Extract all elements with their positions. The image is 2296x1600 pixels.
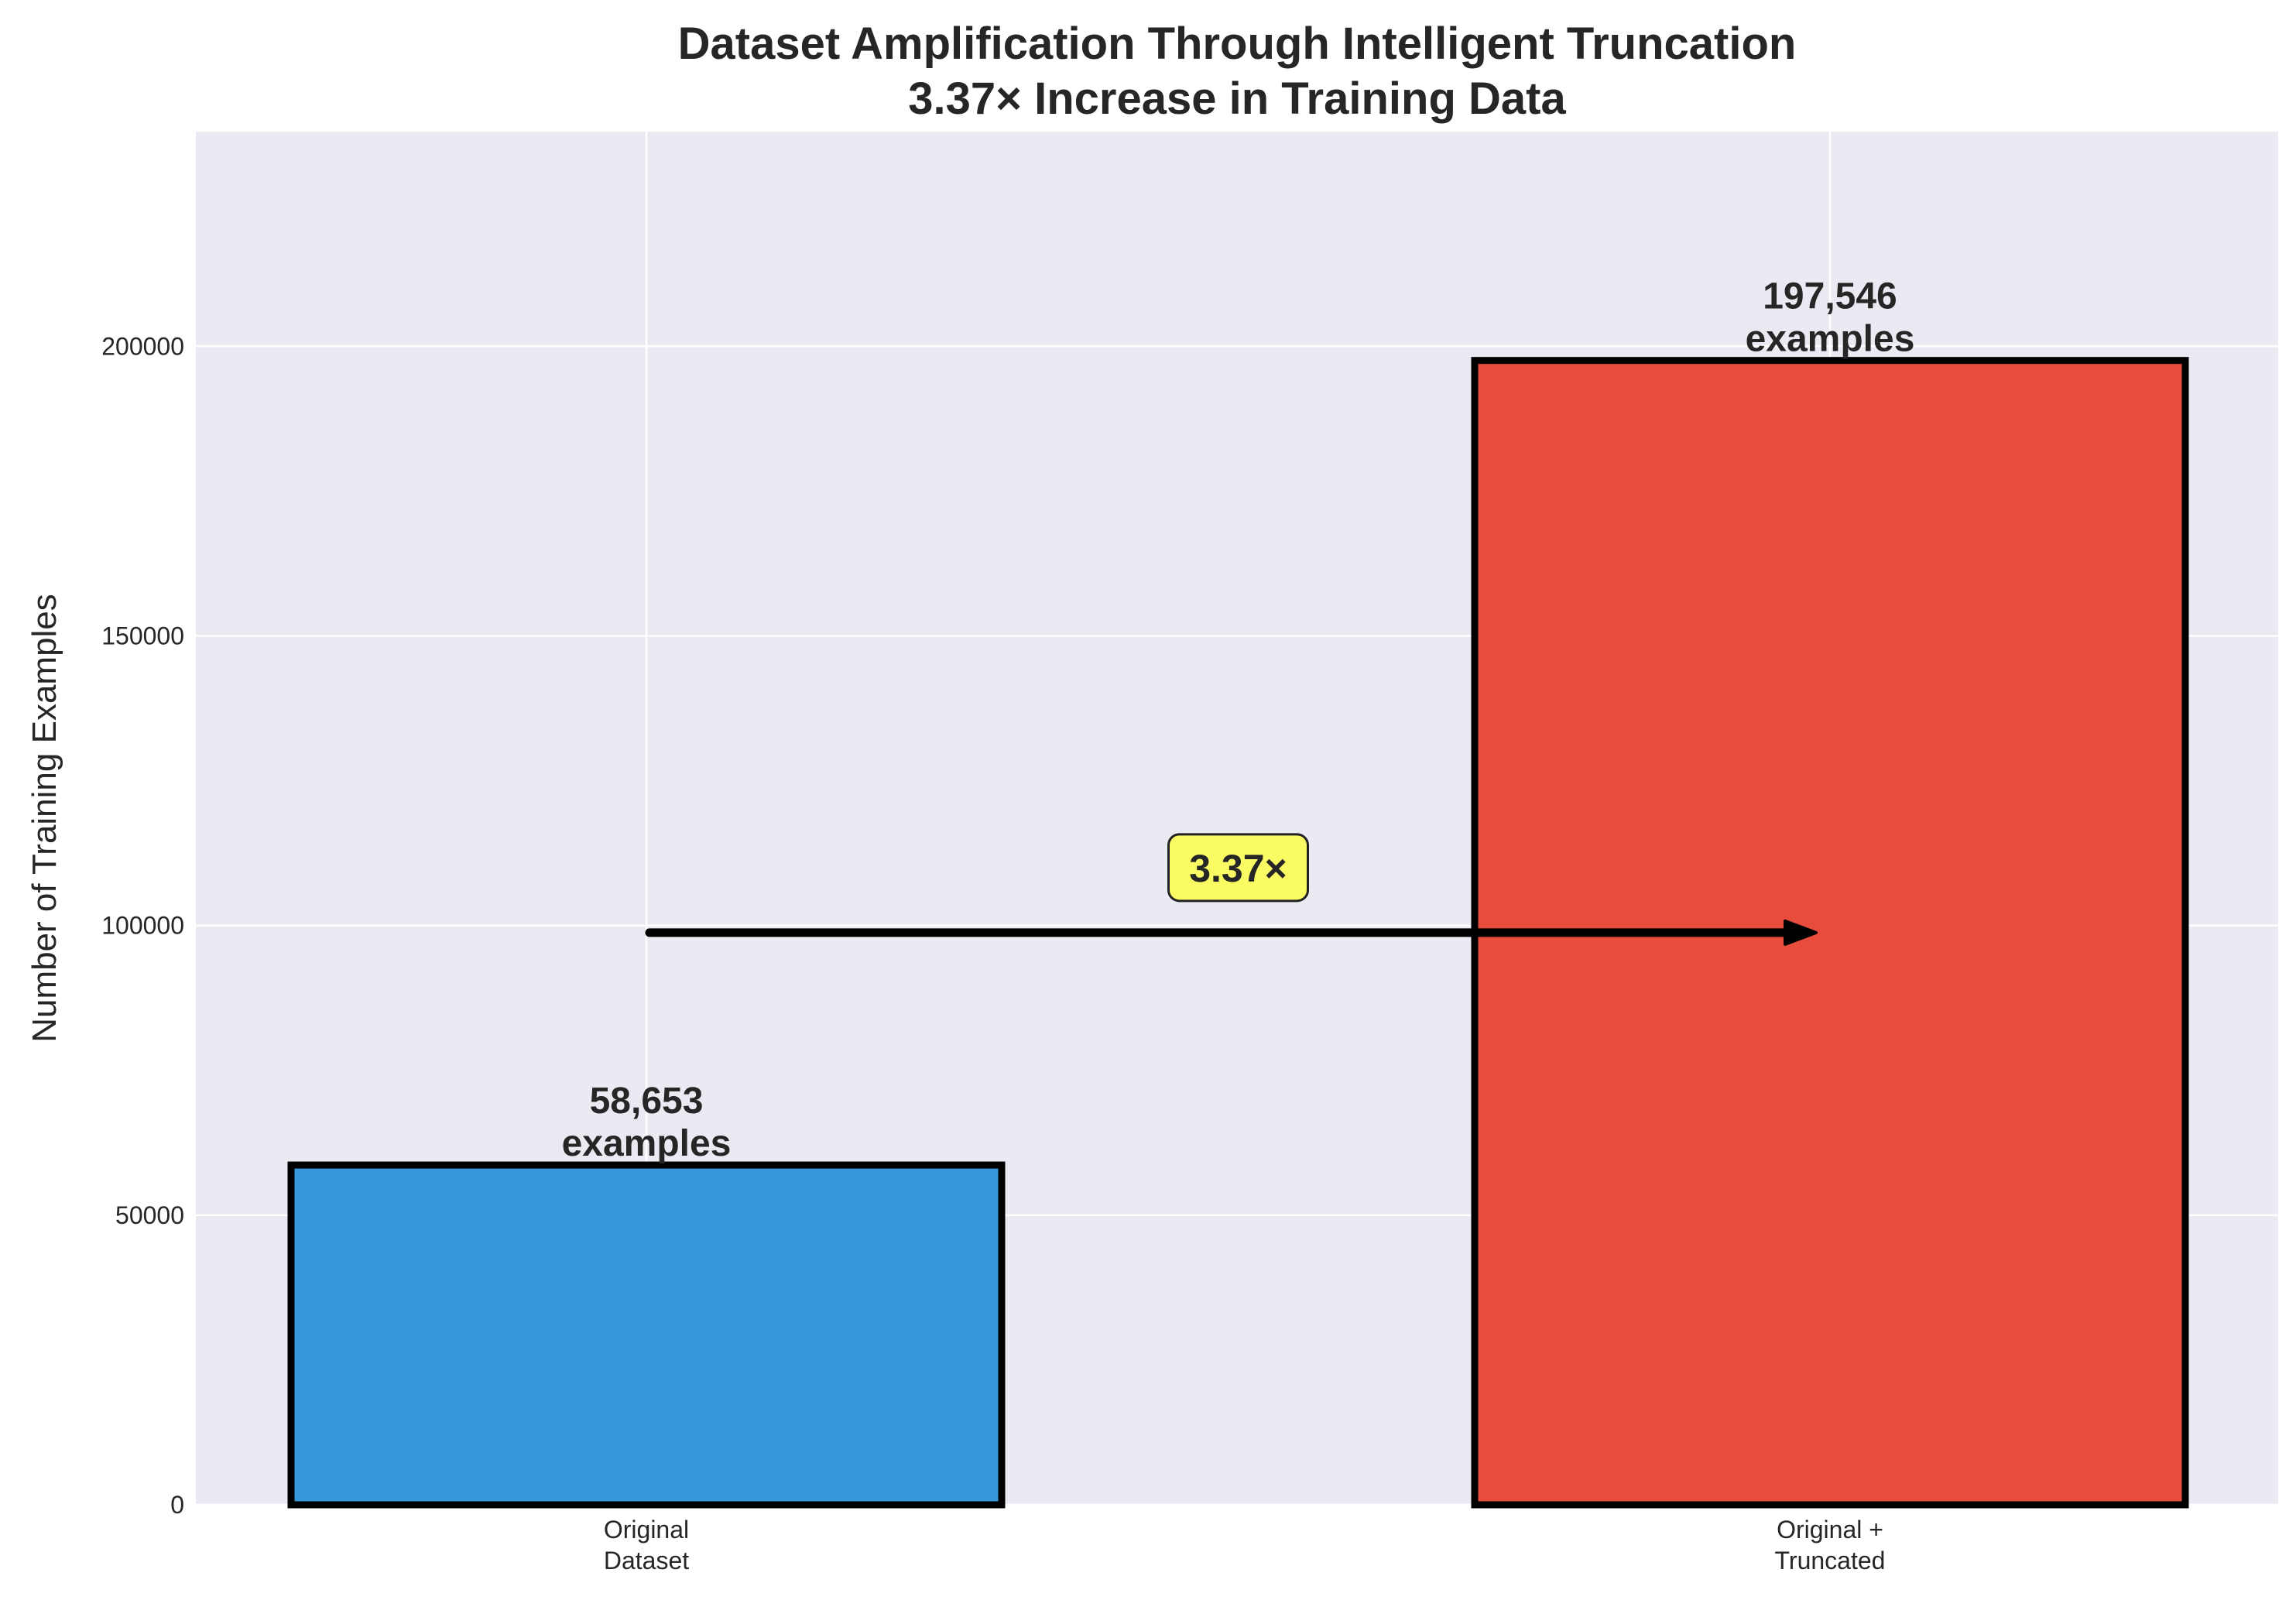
bar	[287, 1161, 1006, 1509]
y-tick-label: 0	[170, 1491, 184, 1519]
y-tick-label: 100000	[101, 912, 184, 940]
y-tick-label: 50000	[115, 1201, 184, 1229]
y-tick-label: 200000	[101, 332, 184, 360]
x-tick-label: Dataset	[604, 1547, 689, 1574]
bar-value-label: 58,653	[590, 1081, 704, 1122]
x-tick-label: Original +	[1777, 1516, 1883, 1543]
chart-title-line1: Dataset Amplification Through Intelligen…	[678, 19, 1797, 69]
x-tick-label: Original	[604, 1516, 689, 1543]
y-axis-label: Number of Training Examples	[26, 594, 63, 1043]
bar-value-label: examples	[1746, 319, 1915, 360]
bar-value-label: examples	[562, 1123, 732, 1164]
x-tick-label: Truncated	[1775, 1547, 1886, 1574]
annotation-label: 3.37×	[1189, 847, 1287, 890]
arrow-head	[1784, 919, 1818, 946]
y-axis-ticks: 0 50000 100000 150000 200000	[101, 332, 184, 1519]
amplification-arrow: 3.37×	[645, 833, 1818, 946]
annotation-box	[1167, 833, 1309, 903]
bar-value-label: 197,546	[1763, 276, 1897, 317]
y-tick-label: 150000	[101, 622, 184, 649]
x-axis-ticks: Original Dataset Original + Truncated	[604, 1516, 1886, 1574]
chart-title-line2: 3.37× Increase in Training Data	[908, 74, 1566, 124]
